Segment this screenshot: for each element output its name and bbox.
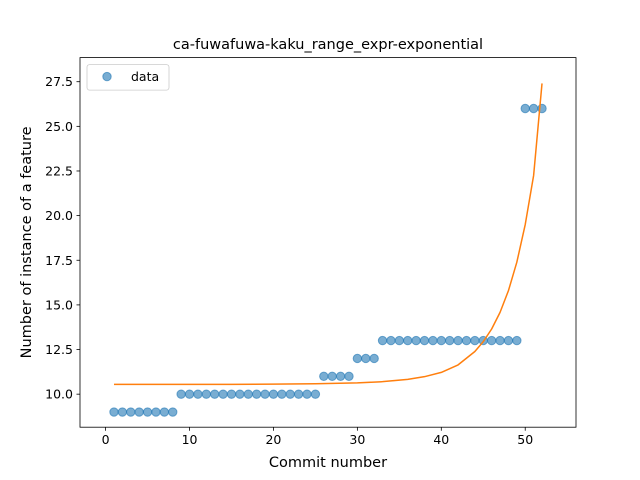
y-axis-label: Number of instance of a feature [19,126,35,358]
data-point [109,407,119,417]
axis-ticks: 0 10 20 30 40 50 10.0 12.5 15.0 17.5 20.0 22.5 25.0 2… [45,74,533,447]
data-point [512,335,522,346]
data-point [444,335,455,346]
data-point [428,335,438,346]
data-point [302,389,312,399]
data-point [310,389,321,399]
data-point [117,407,128,417]
y-tick-label: 17.5 [45,253,73,268]
data-point [184,389,195,399]
data-point [243,389,253,399]
data-point [361,353,371,364]
data-point [210,389,220,399]
data-point [260,389,270,399]
data-point [335,371,346,382]
x-tick-label: 0 [102,432,110,447]
plot-area [109,83,547,417]
chart-title: ca-fuwafuwa-kaku_range_expr-exponential [173,37,483,53]
legend-marker-data [102,71,112,82]
y-tick-label: 22.5 [45,163,73,178]
y-tick-label: 25.0 [45,119,73,134]
data-point [436,335,446,346]
data-point [176,389,186,399]
data-point [352,353,363,364]
legend-frame [86,64,170,91]
axes-frame [79,57,577,428]
data-point [201,389,212,399]
data-point [285,389,295,399]
x-tick-label: 40 [433,432,449,447]
data-point [277,389,287,399]
y-tick-label: 15.0 [45,297,73,312]
data-point [377,335,388,346]
y-tick-label: 10.0 [45,387,73,402]
data-point [403,335,413,346]
data-point [126,407,136,417]
data-point [218,389,228,399]
x-tick-label: 50 [517,432,533,447]
data-point [268,389,279,399]
data-point [168,407,178,417]
data-point [419,335,430,346]
data-point [226,389,237,399]
data-point [495,335,505,346]
data-point [151,407,161,417]
data-point [134,407,144,417]
x-tick-label: 30 [349,432,365,447]
y-tick-label: 20.0 [45,208,73,223]
data-point [461,335,472,346]
x-tick-label: 20 [265,432,281,447]
data-point [486,335,497,346]
x-tick-label: 10 [182,432,198,447]
data-point [344,371,354,382]
data-point [503,335,514,346]
data-point [293,389,304,399]
y-tick-label: 12.5 [45,342,73,357]
data-point [319,371,329,382]
data-point [453,335,463,346]
data-point [327,371,337,382]
data-point [520,103,530,114]
legend-label-data: data [131,69,159,84]
data-point [235,389,245,399]
data-point [411,335,421,346]
data-point [394,335,405,346]
data-point [193,389,203,399]
data-point [386,335,396,346]
data-point [251,389,262,399]
x-axis-label: Commit number [269,455,387,471]
data-point [369,353,379,364]
y-tick-label: 27.5 [45,74,73,89]
data-point [470,335,480,346]
data-point [528,103,539,114]
data-point [159,407,170,417]
fit-line [113,83,543,386]
legend: data [86,64,170,91]
data-point [142,407,153,417]
